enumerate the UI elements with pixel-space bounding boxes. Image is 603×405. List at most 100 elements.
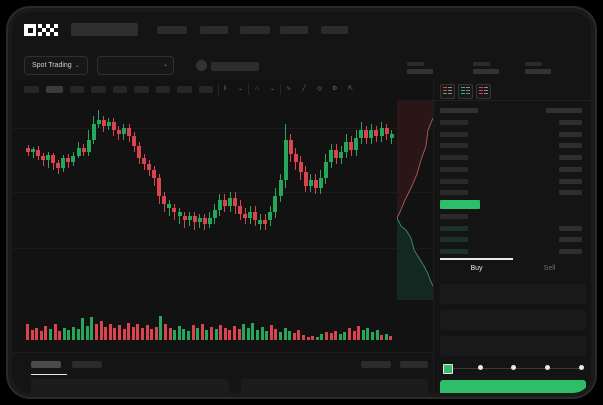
bottom-action-2[interactable] <box>400 361 428 368</box>
nav-item-4[interactable] <box>280 26 308 34</box>
timeframe-button-6[interactable] <box>134 86 149 93</box>
nav-item-3[interactable] <box>240 26 270 34</box>
orderbook-bid-row[interactable] <box>440 249 468 254</box>
candle-body <box>308 180 313 186</box>
tab-buy[interactable]: Buy <box>470 265 483 272</box>
tab-sell[interactable]: Sell <box>543 265 556 272</box>
candle-body <box>142 158 147 164</box>
orderbook-ask-amount[interactable] <box>559 132 582 137</box>
candle-body <box>157 178 162 196</box>
order-field-1[interactable] <box>440 284 586 304</box>
candlestick-chart[interactable] <box>12 100 433 300</box>
pencil-draw-icon[interactable]: ╱ <box>302 86 306 92</box>
percent-node-75[interactable] <box>545 365 550 370</box>
indicator-chevron-icon[interactable]: ⌄ <box>270 86 276 92</box>
candle-body <box>91 124 96 140</box>
percent-slider[interactable] <box>443 364 585 374</box>
candle-body <box>86 140 91 152</box>
fullscreen-icon[interactable]: ⇱ <box>348 86 354 92</box>
percent-slider-handle[interactable] <box>443 364 453 374</box>
orderbook-bid-row[interactable] <box>440 237 468 242</box>
volume-bar <box>127 323 131 340</box>
volume-bar <box>141 328 144 340</box>
timeframe-button-7[interactable] <box>156 86 170 93</box>
bottom-content-panel-2[interactable] <box>241 379 428 393</box>
timeframe-button-4[interactable] <box>91 86 106 93</box>
orderbook-ask-row[interactable] <box>440 167 468 172</box>
search-input[interactable] <box>71 23 138 36</box>
volume-bar <box>191 325 195 340</box>
magnet-icon[interactable]: ◎ <box>317 86 323 92</box>
candle <box>318 100 323 300</box>
candle <box>187 100 192 300</box>
timeframe-button-1[interactable] <box>24 86 39 93</box>
orderbook-ask-amount[interactable] <box>559 155 582 160</box>
candle-body <box>288 140 293 154</box>
orderbook-view-sell-icon[interactable] <box>476 84 491 99</box>
orderbook-view-buy-icon[interactable] <box>458 84 473 99</box>
orderbook-ask-row[interactable] <box>440 143 468 148</box>
candle-body <box>167 204 172 208</box>
volume-bar <box>99 321 103 340</box>
order-field-2[interactable] <box>440 310 586 330</box>
orderbook-ask-row[interactable] <box>440 155 468 160</box>
candle <box>182 100 187 300</box>
candle <box>374 100 379 300</box>
candle <box>76 100 81 300</box>
volume-bar <box>30 330 34 340</box>
orderbook-ask-row[interactable] <box>440 132 468 137</box>
orderbook-bid-row[interactable] <box>440 226 468 231</box>
timeframe-button-5[interactable] <box>113 86 127 93</box>
top-navigation-bar <box>12 12 591 43</box>
orderbook-ask-row[interactable] <box>440 190 468 195</box>
candle-body <box>364 130 369 138</box>
orderbook-bid-amount[interactable] <box>559 226 582 231</box>
submit-order-button[interactable] <box>440 380 586 393</box>
order-field-3[interactable] <box>440 336 586 356</box>
orderbook-ask-amount[interactable] <box>559 143 582 148</box>
percent-node-100[interactable] <box>579 365 584 370</box>
bottom-tab-2[interactable] <box>72 361 102 368</box>
settings-icon[interactable]: ⚙ <box>332 86 338 92</box>
bottom-action-1[interactable] <box>361 361 391 368</box>
market-stat-1-value <box>407 69 433 74</box>
orderbook-ask-amount[interactable] <box>559 167 582 172</box>
candle <box>147 100 152 300</box>
volume-bar <box>35 328 39 340</box>
timeframe-button-8[interactable] <box>177 86 192 93</box>
orderbook-view-both-icon[interactable] <box>440 84 455 99</box>
orderbook-ask-amount[interactable] <box>559 190 582 195</box>
volume-bar <box>159 316 163 340</box>
orderbook-bid-row[interactable] <box>440 214 468 219</box>
candlestick-chevron-icon[interactable]: ⌄ <box>238 86 244 92</box>
market-stat-1 <box>407 62 433 74</box>
indicator-icon[interactable]: ∴ <box>255 86 259 92</box>
pair-select-dropdown[interactable]: ⌄ <box>97 56 174 75</box>
candle-body <box>384 128 389 134</box>
bottom-tab-1[interactable] <box>31 361 61 368</box>
spot-trading-dropdown[interactable]: Spot Trading ⌄ <box>24 56 88 75</box>
orderbook-ask-row[interactable] <box>440 120 468 125</box>
timeframe-button-2[interactable] <box>46 86 63 93</box>
candle-body <box>56 163 61 168</box>
bottom-content-panel-1[interactable] <box>31 379 229 393</box>
orderbook-ask-amount[interactable] <box>559 120 582 125</box>
nav-item-2[interactable] <box>200 26 228 34</box>
volume-bar <box>81 318 85 340</box>
candlestick-type-icon[interactable]: ‖ <box>224 86 227 92</box>
okx-logo-icon[interactable] <box>24 24 62 36</box>
orderbook-bid-amount[interactable] <box>559 249 582 254</box>
line-wave-icon[interactable]: ∿ <box>286 86 292 92</box>
orderbook-ask-row[interactable] <box>440 179 468 184</box>
orderbook-ask-amount[interactable] <box>559 179 582 184</box>
timeframe-button-3[interactable] <box>70 86 84 93</box>
candle <box>253 100 258 300</box>
nav-item-1[interactable] <box>157 26 187 34</box>
percent-node-25[interactable] <box>478 365 483 370</box>
nav-item-5[interactable] <box>321 26 348 34</box>
volume-bar <box>380 335 384 340</box>
candle-body <box>51 155 56 163</box>
percent-node-50[interactable] <box>511 365 516 370</box>
orderbook-bid-amount[interactable] <box>559 237 582 242</box>
timeframe-button-9[interactable] <box>199 86 213 93</box>
